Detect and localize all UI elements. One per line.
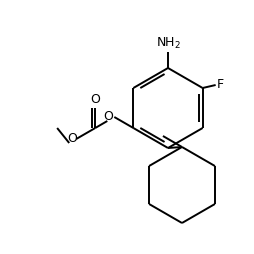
Text: NH$_2$: NH$_2$ (155, 36, 181, 51)
Text: O: O (103, 110, 113, 123)
Text: F: F (217, 78, 224, 91)
Text: O: O (90, 93, 100, 106)
Text: O: O (67, 133, 77, 146)
